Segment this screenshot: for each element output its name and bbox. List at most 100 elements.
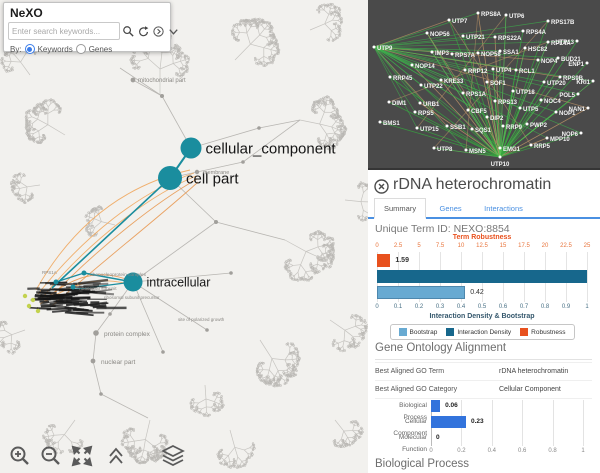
gene-node-BUD21[interactable] bbox=[556, 56, 560, 60]
refresh-icon[interactable] bbox=[137, 25, 150, 38]
gene-node-UTP4[interactable] bbox=[491, 67, 495, 71]
gene-node-UTP18[interactable] bbox=[511, 89, 515, 93]
term-node-intracellular[interactable] bbox=[123, 272, 143, 292]
axis-tick: 0 bbox=[375, 243, 379, 249]
fit-to-screen-icon[interactable] bbox=[70, 444, 94, 473]
bar-value-label: 0.23 bbox=[470, 418, 484, 425]
gene-node-RPS9B[interactable] bbox=[558, 75, 562, 79]
gene-node-ENP1[interactable] bbox=[585, 61, 589, 65]
ontology-edges bbox=[90, 67, 301, 419]
gene-node-UTP10[interactable] bbox=[498, 155, 502, 159]
gene-node-MPP10[interactable] bbox=[545, 136, 549, 140]
gene-node-RPS5[interactable] bbox=[413, 110, 417, 114]
gene-node-RPS7A[interactable] bbox=[450, 52, 454, 56]
radio-keywords-label[interactable]: Keywords bbox=[37, 44, 73, 54]
gene-node-UTP13[interactable] bbox=[575, 39, 579, 43]
bar-bootstrap bbox=[377, 286, 466, 299]
search-icon[interactable] bbox=[122, 25, 135, 38]
gene-node-UTP5[interactable] bbox=[518, 106, 522, 110]
gene-node-POL5[interactable] bbox=[576, 92, 580, 96]
term-node-cell-part[interactable] bbox=[158, 166, 182, 190]
gene-node-label: UTP18 bbox=[516, 90, 535, 96]
gene-node-RPL4A[interactable] bbox=[546, 40, 550, 44]
gene-node-RRP45[interactable] bbox=[388, 75, 392, 79]
close-icon[interactable] bbox=[374, 179, 389, 199]
zoom-in-icon[interactable] bbox=[8, 444, 32, 473]
gene-node-label: RPS8A bbox=[481, 12, 502, 18]
gene-node-MSN5[interactable] bbox=[464, 148, 468, 152]
gene-node-NOP4[interactable] bbox=[536, 58, 540, 62]
gene-node-NOP14[interactable] bbox=[410, 63, 414, 67]
circled-arrow-icon[interactable] bbox=[152, 25, 165, 38]
gene-node-PWP2[interactable] bbox=[525, 122, 529, 126]
gene-node-SOF1[interactable] bbox=[485, 80, 489, 84]
layers-icon[interactable] bbox=[160, 444, 186, 473]
gene-node-UTP22[interactable] bbox=[419, 83, 423, 87]
radio-keywords[interactable] bbox=[24, 44, 35, 54]
tab-interactions[interactable]: Interactions bbox=[484, 204, 523, 213]
gene-node-NOP56[interactable] bbox=[425, 31, 429, 35]
dense-label-cluster bbox=[22, 270, 127, 317]
gene-node-RPS17B[interactable] bbox=[546, 19, 550, 23]
gene-node-RPS8A[interactable] bbox=[476, 11, 480, 15]
interaction-edges bbox=[373, 12, 594, 158]
collapse-chevrons-icon[interactable] bbox=[107, 445, 125, 472]
gene-node-RRP9[interactable] bbox=[501, 124, 505, 128]
gene-node-RPS13[interactable] bbox=[493, 99, 497, 103]
gene-node-RCL1[interactable] bbox=[514, 68, 518, 72]
gene-node-NOC4[interactable] bbox=[539, 98, 543, 102]
gene-node-SSA1[interactable] bbox=[498, 49, 502, 53]
gene-node-UTP8[interactable] bbox=[432, 146, 436, 150]
zoom-out-icon[interactable] bbox=[39, 444, 63, 473]
gene-node-SSB1[interactable] bbox=[445, 124, 449, 128]
gene-node-CBF5[interactable] bbox=[466, 108, 470, 112]
axis-tick: 15 bbox=[499, 243, 507, 249]
gene-node-UTP6[interactable] bbox=[504, 13, 508, 17]
gene-node-SQS1[interactable] bbox=[470, 127, 474, 131]
gene-node-label: RPS1A bbox=[466, 92, 487, 98]
gene-node-label: UTP10 bbox=[491, 162, 510, 168]
tab-genes[interactable]: Genes bbox=[439, 204, 462, 213]
gene-node-label: RPS13 bbox=[498, 100, 518, 106]
chart-bottom-axis: 0 0.1 0.2 0.3 0.4 0.5 0.6 0.7 0.8 0.9 1 bbox=[375, 304, 588, 312]
gene-node-BMS1[interactable] bbox=[378, 120, 382, 124]
search-panel: NeXO By: Keywords Genes bbox=[3, 2, 178, 54]
gene-node-UTP7[interactable] bbox=[447, 18, 451, 22]
gene-node-EMG1[interactable] bbox=[498, 146, 502, 150]
gene-node-RRP5[interactable] bbox=[529, 143, 533, 147]
search-input[interactable] bbox=[8, 22, 120, 40]
gene-node-RRP12[interactable] bbox=[463, 68, 467, 72]
gene-node-UTP9[interactable] bbox=[372, 45, 376, 49]
bar-value-label: 1.59 bbox=[395, 257, 409, 264]
gene-node-HSC82[interactable] bbox=[523, 46, 527, 50]
axis-tick: 0.6 bbox=[498, 304, 508, 310]
gene-node-IMP3[interactable] bbox=[430, 50, 434, 54]
gene-interaction-canvas[interactable]: UTP9 UTP10 RPS8A UTP7 UTP6 RPS17B NOP56 UTP21 RP… bbox=[368, 0, 600, 168]
gene-node-RPS4A[interactable] bbox=[521, 29, 525, 33]
chart-legend: Bootstrap Interaction Density Robustness bbox=[377, 324, 587, 340]
gene-node-NOP1[interactable] bbox=[554, 110, 558, 114]
radio-genes[interactable] bbox=[75, 44, 86, 54]
gene-node-KRE33[interactable] bbox=[439, 78, 443, 82]
collapse-chevron-icon[interactable] bbox=[167, 25, 180, 38]
gene-node-DIM1[interactable] bbox=[387, 100, 391, 104]
gene-node-label: SSA1 bbox=[503, 50, 519, 56]
gene-node-NOP58[interactable] bbox=[476, 51, 480, 55]
gene-node-RPS22A[interactable] bbox=[493, 35, 497, 39]
tab-summary[interactable]: Summary bbox=[374, 198, 427, 219]
gene-node-KRI1[interactable] bbox=[591, 79, 595, 83]
legend-swatch bbox=[398, 328, 407, 336]
gene-node-URB1[interactable] bbox=[418, 101, 422, 105]
gene-node-RPS1A[interactable] bbox=[461, 91, 465, 95]
gene-node-UTP20[interactable] bbox=[542, 80, 546, 84]
gene-node-label: UTP20 bbox=[547, 81, 566, 87]
radio-genes-label[interactable]: Genes bbox=[88, 44, 113, 54]
gene-node-NOP6[interactable] bbox=[579, 131, 583, 135]
gene-node-DIP2[interactable] bbox=[485, 115, 489, 119]
gene-node-UTP21[interactable] bbox=[461, 34, 465, 38]
gene-node-UTP15[interactable] bbox=[415, 126, 419, 130]
gene-node-NAN1[interactable] bbox=[586, 106, 590, 110]
term-node-cellular-component[interactable] bbox=[180, 137, 202, 159]
